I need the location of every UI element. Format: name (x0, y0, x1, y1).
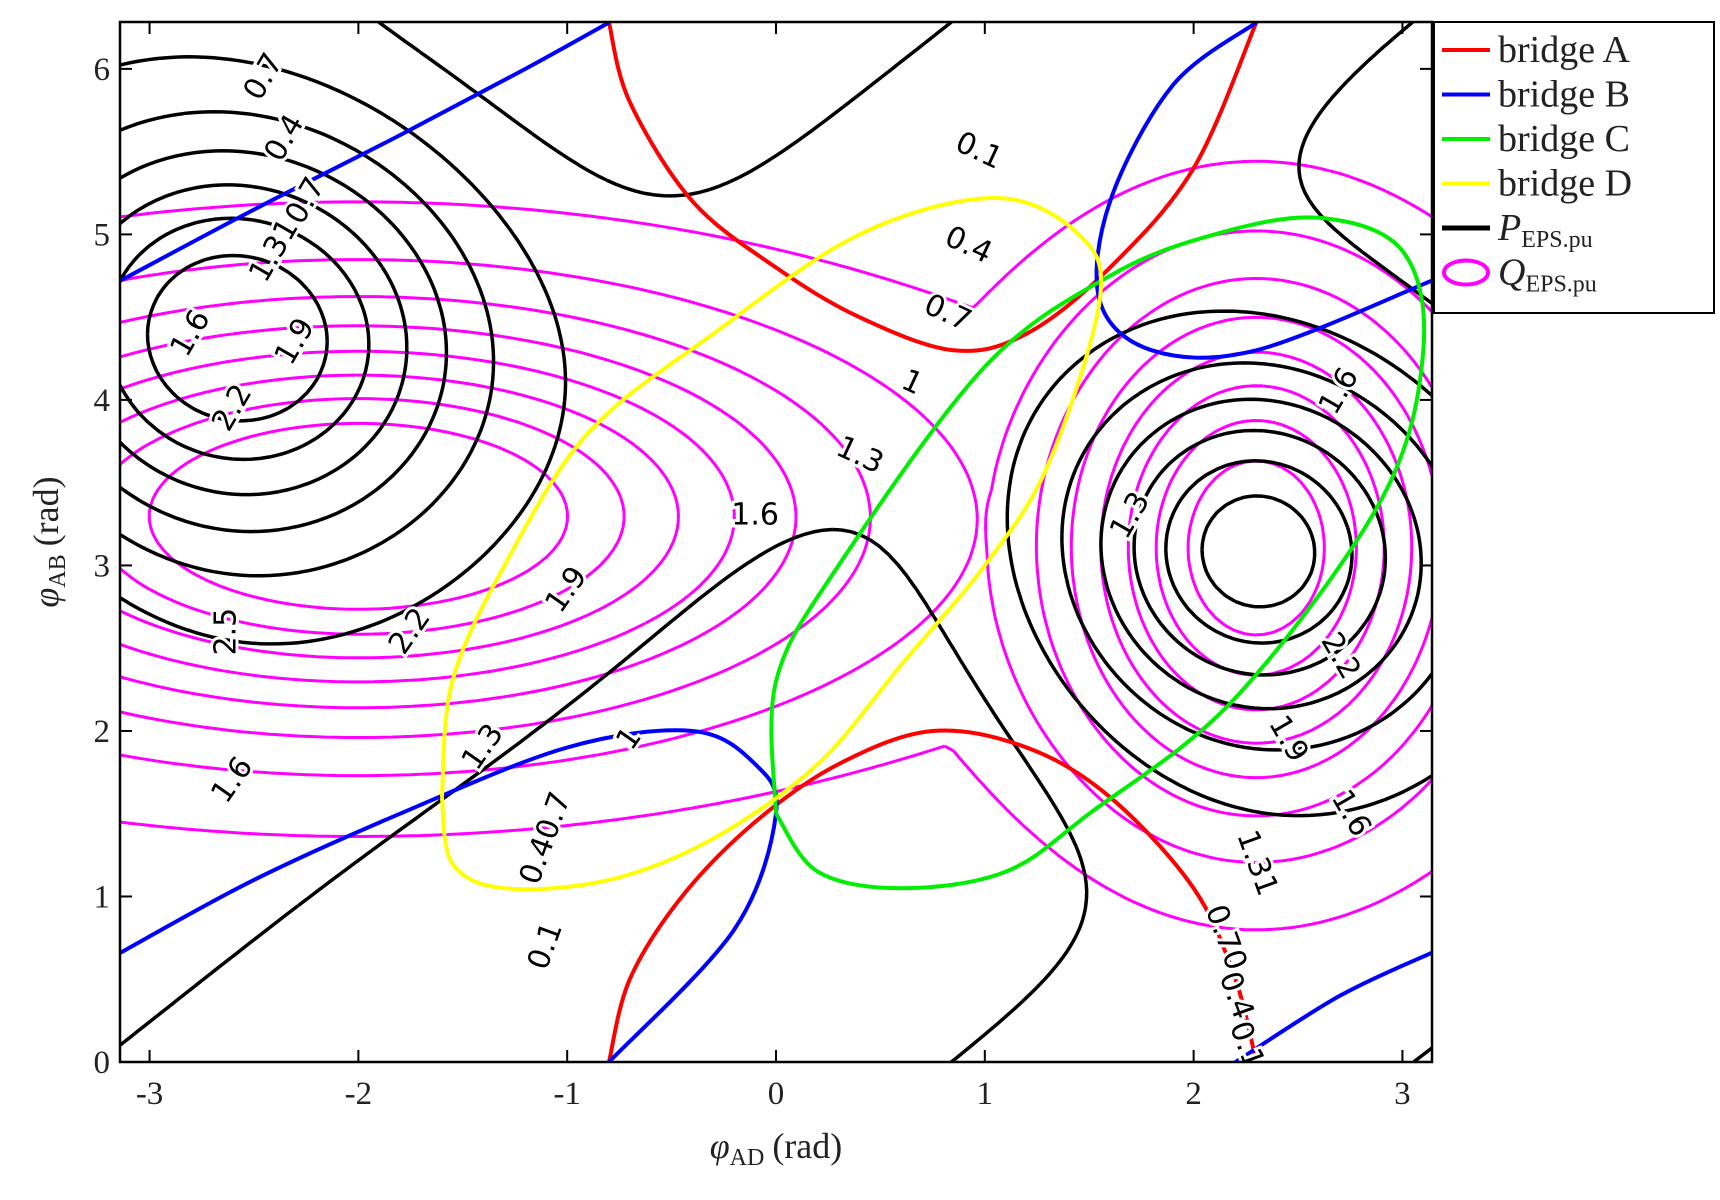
y-tick-label-4: 4 (94, 383, 111, 419)
y-tick-label-1: 1 (94, 879, 111, 915)
y-tick-label-2: 2 (94, 714, 111, 750)
legend-swatch-q (1442, 258, 1490, 287)
x-tick-label-0: -3 (136, 1076, 164, 1112)
bridge-b-curve-1 (120, 728, 779, 1062)
q-contour-3 (120, 315, 1432, 780)
x-axis-label: φAD (rad) (710, 1126, 843, 1171)
x-tick-label-1: -2 (345, 1076, 373, 1112)
y-axis-symbol: φ (26, 588, 66, 608)
legend-entry-bridge-a: bridge A (1442, 29, 1630, 71)
x-tick-label-5: 2 (1185, 1076, 1202, 1112)
x-axis-subscript: AD (730, 1145, 765, 1171)
bridge-c-curve-0 (769, 215, 1427, 891)
bridge-boundaries (120, 22, 1432, 1062)
y-axis-subscript: AB (45, 554, 71, 587)
legend-p-subscript: EPS.pu (1521, 227, 1592, 253)
x-tick-label-4: 1 (977, 1076, 994, 1112)
bridge-b-curve-0 (120, 22, 610, 283)
x-axis-unit: (rad) (772, 1126, 842, 1166)
legend-entry-bridge-d: bridge D (1442, 163, 1632, 205)
y-axis-unit: (rad) (26, 476, 66, 546)
x-tick-label-6: 3 (1394, 1076, 1411, 1112)
legend-p-symbol: P (1497, 207, 1521, 249)
p-contour-4 (120, 183, 1388, 677)
legend-label-bridge-c: bridge C (1498, 118, 1630, 160)
y-tick-label-0: 0 (94, 1045, 111, 1081)
bridge-b-curve-3 (1234, 950, 1432, 1062)
p-contour-1 (120, 55, 1432, 818)
bridge-a-curve-0 (607, 22, 1259, 353)
legend-label-bridge-d: bridge D (1498, 163, 1632, 205)
legend-entry-q: QEPS.pu (1442, 252, 1597, 298)
contour-label-8: 2.5 (208, 608, 243, 656)
legend-entry-bridge-b: bridge B (1442, 74, 1630, 116)
q-contour-lines (120, 159, 1432, 932)
x-tick-label-3: 0 (768, 1076, 785, 1112)
y-tick-label-5: 5 (94, 217, 111, 253)
legend-label-bridge-a: bridge A (1498, 29, 1630, 71)
y-tick-label-6: 6 (94, 52, 111, 88)
x-axis-symbol: φ (710, 1126, 730, 1166)
legend-label-q: QEPS.pu (1498, 252, 1597, 298)
x-tick-label-2: -1 (553, 1076, 581, 1112)
p-contour-6 (145, 253, 1317, 609)
legend-entry-bridge-c: bridge C (1442, 118, 1630, 160)
y-axis-label: φAB (rad) (26, 476, 71, 607)
q-contour-2 (120, 277, 1432, 818)
legend-q-subscript: EPS.pu (1525, 272, 1596, 298)
contour-label-5: 1.6 (731, 497, 779, 532)
plot-area (120, 22, 1432, 1062)
legend-label-p: PEPS.pu (1497, 207, 1593, 253)
legend: bridge A bridge B bridge C bridge D PEPS… (1433, 21, 1715, 314)
q-contour-5 (120, 373, 1386, 712)
plot-background (120, 22, 1432, 1062)
y-tick-label-3: 3 (94, 548, 111, 584)
legend-q-symbol: Q (1498, 252, 1525, 294)
legend-entry-p: PEPS.pu (1442, 207, 1593, 253)
legend-label-bridge-b: bridge B (1498, 74, 1630, 116)
axis-ticks: -3 -2 -1 0 1 2 3 0 1 2 3 4 5 6 (94, 22, 1432, 1112)
bridge-d-curve-0 (439, 195, 1104, 892)
p-contour-2 (120, 110, 1432, 752)
q-contour-0 (120, 159, 1432, 932)
bridge-a-curve-1 (607, 728, 1259, 1062)
